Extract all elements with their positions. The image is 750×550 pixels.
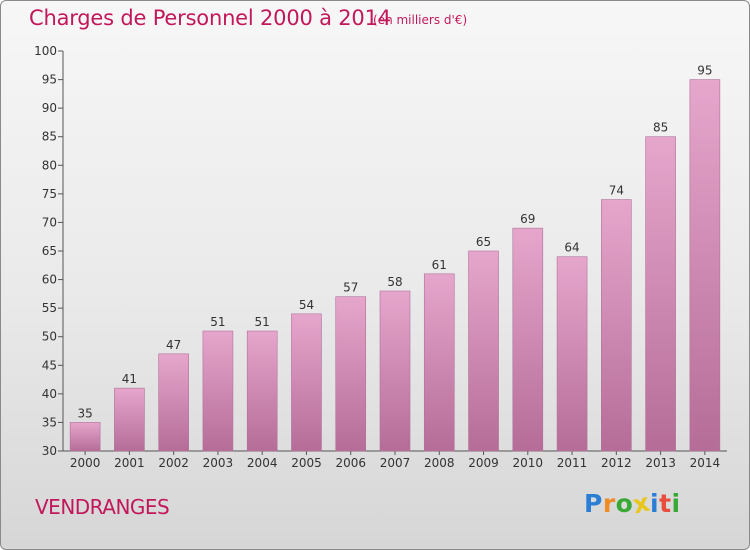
value-label: 35 <box>77 406 92 420</box>
bar-2003 <box>202 330 234 452</box>
value-label: 51 <box>255 315 270 329</box>
x-tick-label: 2013 <box>645 456 676 470</box>
y-tick-label: 90 <box>42 101 57 115</box>
y-tick-label: 85 <box>42 130 57 144</box>
bars-group <box>69 79 721 452</box>
bar-2004 <box>246 330 278 452</box>
value-label: 65 <box>476 235 491 249</box>
y-tick-label: 80 <box>42 158 57 172</box>
x-tick-label: 2012 <box>601 456 632 470</box>
y-tick-label: 30 <box>42 444 57 458</box>
y-tick-label: 55 <box>42 301 57 315</box>
x-tick-label: 2002 <box>158 456 189 470</box>
value-label: 85 <box>653 121 668 135</box>
bar-2009 <box>468 250 499 452</box>
y-tick-label: 40 <box>42 387 57 401</box>
value-label: 58 <box>387 275 402 289</box>
y-tick-label: 50 <box>42 330 57 344</box>
logo-letter: r <box>602 489 616 518</box>
bar-2008 <box>423 273 455 452</box>
axes: 30 35 40 45 50 55 60 65 70 75 80 85 90 95 100 2000 2001 2… <box>34 44 727 470</box>
chart-title: Charges de Personnel 2000 à 2014 <box>29 6 391 30</box>
y-tick-label: 35 <box>42 415 57 429</box>
value-label: 47 <box>166 338 181 352</box>
value-label: 54 <box>299 298 314 312</box>
value-label: 69 <box>520 212 535 226</box>
x-tick-label: 2001 <box>114 456 145 470</box>
x-tick-label: 2008 <box>424 456 455 470</box>
value-label: 41 <box>122 372 137 386</box>
bar-2000 <box>69 422 101 452</box>
x-tick-label: 2014 <box>690 456 721 470</box>
bar-2012 <box>601 199 632 452</box>
x-tick-label: 2000 <box>70 456 101 470</box>
proxiti-logo[interactable]: Proxiti <box>584 488 681 520</box>
logo-letter: i <box>650 489 660 518</box>
x-tick-label: 2010 <box>513 456 544 470</box>
chart-subtitle: (en milliers d'€) <box>373 13 468 27</box>
bar-2011 <box>556 256 588 452</box>
y-tick-label: 45 <box>42 358 57 372</box>
bar-2013 <box>645 136 676 452</box>
x-tick-label: 2004 <box>247 456 278 470</box>
value-label: 51 <box>210 315 225 329</box>
y-tick-label: 100 <box>34 44 57 58</box>
labels-group: 35 41 47 51 51 54 57 58 61 65 69 64 74 85 95 <box>77 64 712 421</box>
bar-2002 <box>158 353 189 452</box>
logo-letter: t <box>659 489 672 518</box>
bar-2001 <box>114 387 145 452</box>
x-tick-label: 2003 <box>203 456 234 470</box>
town-name: VENDRANGES <box>35 495 170 519</box>
y-tick-label: 70 <box>42 215 57 229</box>
logo-letter: o <box>615 489 634 518</box>
x-tick-label: 2009 <box>468 456 499 470</box>
value-label: 57 <box>343 281 358 295</box>
bar-2006 <box>335 296 367 452</box>
bar-2005 <box>291 313 322 452</box>
logo-letter: P <box>584 489 603 518</box>
bar-2014 <box>689 79 721 452</box>
bar-2007 <box>379 290 411 452</box>
x-tick-label: 2005 <box>291 456 322 470</box>
y-tick-label: 75 <box>42 187 57 201</box>
x-tick-label: 2006 <box>335 456 366 470</box>
x-tick-label: 2007 <box>380 456 411 470</box>
x-tick-label: 2011 <box>557 456 588 470</box>
logo-letter: i <box>671 489 681 518</box>
value-label: 64 <box>564 241 579 255</box>
y-tick-label: 95 <box>42 73 57 87</box>
bar-2010 <box>512 227 544 452</box>
y-tick-label: 65 <box>42 244 57 258</box>
value-label: 74 <box>609 184 624 198</box>
value-label: 95 <box>697 64 712 78</box>
value-label: 61 <box>432 258 447 272</box>
y-tick-label: 60 <box>42 273 57 287</box>
